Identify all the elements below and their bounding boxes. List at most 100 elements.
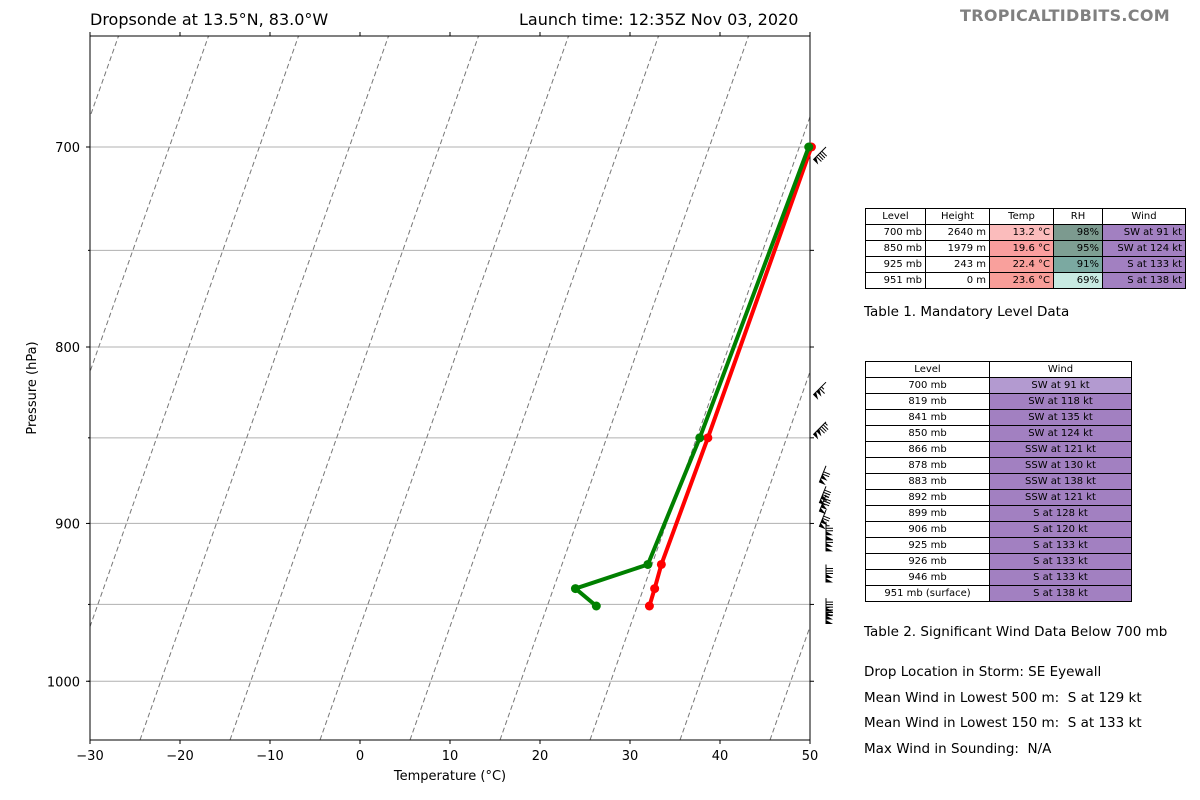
temp-cell: 19.6 °C [989, 240, 1054, 257]
x-tick-label: −20 [166, 749, 193, 764]
wind-cell: S at 138 kt [1102, 272, 1186, 289]
isotherm-line [679, 370, 810, 740]
wind-cell: SSW at 121 kt [989, 441, 1132, 458]
level-cell: 700 mb [865, 377, 990, 394]
level-cell: 926 mb [865, 553, 990, 570]
table-row: 850 mb SW at 124 kt [865, 425, 1132, 442]
drop-location-text: Drop Location in Storm: SE Eyewall [864, 664, 1102, 680]
wind-barb [812, 381, 827, 400]
y-tick-label: 1000 [47, 675, 80, 690]
temp-cell: 13.2 °C [989, 224, 1054, 241]
wind-barb [818, 509, 831, 530]
level-cell: 883 mb [865, 473, 990, 490]
table-header-row: Level Height Temp RH Wind [865, 208, 1186, 225]
wind-barb [812, 146, 828, 165]
table-row: 899 mb S at 128 kt [865, 505, 1132, 522]
isotherm-line [229, 36, 479, 740]
x-tick-label: 20 [532, 749, 549, 764]
wind-cell: S at 133 kt [989, 569, 1132, 586]
table-row: 925 mb S at 133 kt [865, 537, 1132, 554]
wind-cell: SW at 124 kt [1102, 240, 1186, 257]
table-row: 946 mb S at 133 kt [865, 569, 1132, 586]
wind-cell: SW at 124 kt [989, 425, 1132, 442]
sounding-title: Dropsonde at 13.5°N, 83.0°W [90, 10, 329, 29]
x-tick-label: 40 [712, 749, 729, 764]
wind-barb [812, 421, 829, 440]
wind-cell: S at 133 kt [1102, 256, 1186, 273]
level-cell: 850 mb [865, 425, 990, 442]
height-cell: 1979 m [925, 240, 990, 257]
column-header: Wind [1102, 208, 1186, 225]
isotherm-line [589, 115, 810, 740]
level-cell: 925 mb [865, 537, 990, 554]
dewpoint-point [804, 142, 814, 152]
table-header-row: Level Wind [865, 361, 1132, 378]
level-cell: 925 mb [865, 256, 926, 273]
temperature-point [703, 433, 713, 443]
height-cell: 2640 m [925, 224, 990, 241]
table1-caption: Table 1. Mandatory Level Data [864, 304, 1070, 320]
table-row: 926 mb S at 133 kt [865, 553, 1132, 570]
mean-wind-500m-text: Mean Wind in Lowest 500 m: S at 129 kt [864, 690, 1142, 706]
wind-cell: SSW at 121 kt [989, 489, 1132, 506]
table2-caption: Table 2. Significant Wind Data Below 700… [864, 624, 1168, 640]
level-cell: 878 mb [865, 457, 990, 474]
isotherm-line [90, 36, 299, 629]
rh-cell: 98% [1053, 224, 1103, 241]
wind-cell: SSW at 138 kt [989, 473, 1132, 490]
launch-time: Launch time: 12:35Z Nov 03, 2020 [519, 10, 799, 29]
level-cell: 951 mb (surface) [865, 585, 990, 602]
wind-barb [818, 465, 831, 486]
table-row: 951 mb (surface) S at 138 kt [865, 585, 1132, 602]
temperature-point [656, 559, 666, 569]
isotherm-line [319, 36, 569, 740]
wind-cell: S at 128 kt [989, 505, 1132, 522]
y-tick-label: 900 [55, 517, 80, 532]
wind-cell: SW at 118 kt [989, 393, 1132, 410]
dewpoint-point [591, 601, 601, 611]
table-row: 866 mb SSW at 121 kt [865, 441, 1132, 458]
column-header: Level [865, 208, 926, 225]
dewpoint-point [570, 584, 580, 594]
x-axis-label: Temperature (°C) [393, 769, 506, 784]
isotherm-line [139, 36, 389, 740]
height-cell: 243 m [925, 256, 990, 273]
dewpoint-point [695, 433, 705, 443]
wind-cell: S at 120 kt [989, 521, 1132, 538]
column-header: RH [1053, 208, 1103, 225]
table-row: 700 mb 2640 m 13.2 °C 98% SW at 91 kt [865, 224, 1186, 241]
x-tick-label: 30 [622, 749, 639, 764]
x-tick-label: −30 [76, 749, 103, 764]
y-tick-label: 700 [55, 141, 80, 156]
table-row: 925 mb 243 m 22.4 °C 91% S at 133 kt [865, 256, 1186, 273]
isotherm-line [499, 36, 749, 740]
mean-wind-150m-text: Mean Wind in Lowest 150 m: S at 133 kt [864, 715, 1142, 731]
column-header: Wind [989, 361, 1132, 378]
temp-cell: 23.6 °C [989, 272, 1054, 289]
level-cell: 892 mb [865, 489, 990, 506]
dewpoint-point [643, 559, 653, 569]
table-row: 850 mb 1979 m 19.6 °C 95% SW at 124 kt [865, 240, 1186, 257]
x-tick-label: 0 [356, 749, 364, 764]
level-cell: 841 mb [865, 409, 990, 426]
site-brand: TROPICALTIDBITS.COM [960, 6, 1170, 25]
rh-cell: 95% [1053, 240, 1103, 257]
max-wind-text: Max Wind in Sounding: N/A [864, 741, 1052, 757]
table-row: 951 mb 0 m 23.6 °C 69% S at 138 kt [865, 272, 1186, 289]
wind-barb [825, 564, 833, 583]
level-cell: 899 mb [865, 505, 990, 522]
table-row: 906 mb S at 120 kt [865, 521, 1132, 538]
wind-cell: SSW at 130 kt [989, 457, 1132, 474]
wind-barb [818, 494, 832, 515]
wind-cell: S at 133 kt [989, 553, 1132, 570]
x-tick-label: 50 [802, 749, 819, 764]
column-header: Temp [989, 208, 1054, 225]
temp-cell: 22.4 °C [989, 256, 1054, 273]
table-row: 700 mb SW at 91 kt [865, 377, 1132, 394]
level-cell: 819 mb [865, 393, 990, 410]
y-tick-label: 800 [55, 341, 80, 356]
plot-frame [89, 35, 811, 741]
table-row: 892 mb SSW at 121 kt [865, 489, 1132, 506]
rh-cell: 91% [1053, 256, 1103, 273]
